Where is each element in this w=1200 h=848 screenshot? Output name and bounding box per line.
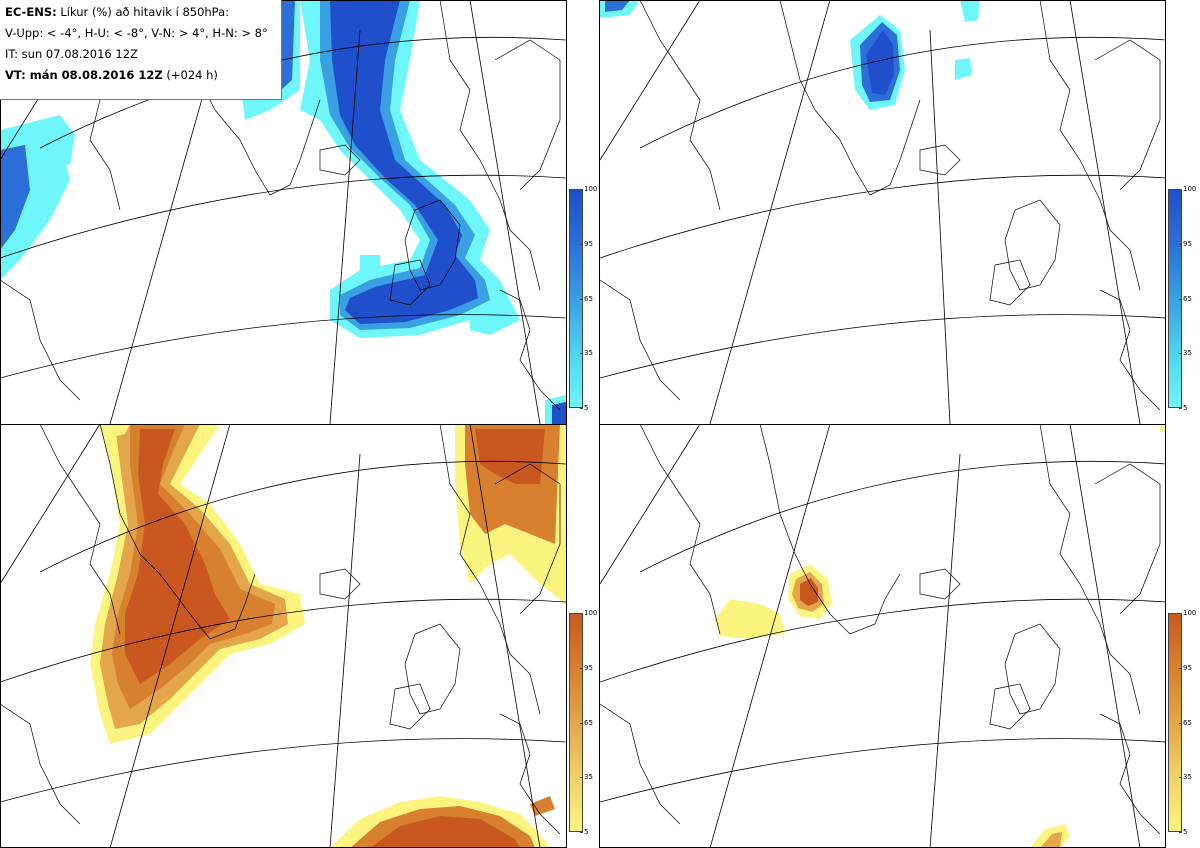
panel-bottom-left: [0, 424, 566, 848]
colorbar-tick-label: 5: [1183, 404, 1188, 412]
colorbar-tick-label: 35: [1183, 349, 1192, 358]
colorbar-tick-label: 5: [1183, 828, 1188, 836]
colorbar-tick-label: 65: [584, 294, 593, 303]
colorbar-orange-bottom-right: 100 95 65 35 5: [1168, 609, 1196, 836]
panel-top-right: [600, 0, 1166, 424]
colorbar-segment: [1168, 777, 1182, 832]
colorbar-tick-label: 100: [584, 609, 598, 617]
colorbar-tick-label: 5: [584, 404, 589, 412]
info-line-2: V-Upp: < -4°, H-U: < -8°, V-N: > 4°, H-N…: [5, 26, 268, 40]
info-valid-time: VT: mán 08.08.2016 12Z: [5, 68, 163, 82]
colorbar-tick-label: 95: [1183, 239, 1192, 248]
colorbar-tick: [580, 832, 583, 833]
colorbar-tick: [1179, 408, 1182, 409]
colorbar-segment: [1168, 189, 1182, 244]
colorbar-tick-label: 65: [1183, 294, 1192, 303]
probability-field-blue: [0, 0, 566, 424]
colorbar-segment: [569, 667, 583, 723]
coastlines: [600, 424, 1161, 835]
colorbar-tick: [580, 353, 583, 355]
colorbar-tick: [1179, 298, 1182, 300]
colorbar-segment: [569, 243, 583, 299]
colorbar-tick-label: 95: [584, 239, 593, 248]
map-top-left: [0, 0, 566, 424]
colorbar-tick-label: 100: [1183, 185, 1197, 193]
colorbar-segment: [569, 722, 583, 778]
colorbar-tick: [580, 613, 583, 614]
colorbar-tick-label: 95: [584, 663, 593, 672]
panel-top-left: EC-ENS: Líkur (%) að hitavik í 850hPa: V…: [0, 0, 566, 424]
grid-lines: [600, 424, 1166, 848]
colorbar-tick: [1179, 722, 1182, 724]
colorbar-tick: [1179, 832, 1182, 833]
colorbar-tick-label: 100: [584, 185, 598, 193]
colorbar-tick: [580, 777, 583, 779]
coastlines: [600, 0, 1161, 411]
panel-bottom-right: [600, 424, 1166, 848]
coastlines: [0, 424, 561, 835]
colorbar-tick-label: 35: [584, 349, 593, 358]
probability-field-orange: [90, 424, 566, 848]
colorbar-segment: [1168, 243, 1182, 299]
info-line-4: VT: mán 08.08.2016 12Z (+024 h): [5, 65, 276, 86]
map-top-right: [600, 0, 1166, 424]
colorbar-segment: [1168, 298, 1182, 354]
colorbar-segment: [569, 777, 583, 832]
colorbar-tick: [580, 722, 583, 724]
colorbar-segment: [1168, 613, 1182, 668]
colorbar-tick: [580, 189, 583, 190]
colorbar-segment: [569, 298, 583, 354]
colorbar-segment: [1168, 667, 1182, 723]
colorbar-segment: [569, 353, 583, 408]
info-line-1: EC-ENS: Líkur (%) að hitavik í 850hPa:: [5, 2, 276, 23]
colorbar-tick: [580, 243, 583, 245]
grid-lines: [0, 424, 566, 848]
probability-field-orange: [715, 424, 1166, 848]
colorbar-tick: [580, 667, 583, 669]
colorbar-tick: [580, 298, 583, 300]
colorbar-segment: [569, 613, 583, 668]
colorbar-blue-top-right: 100 95 65 35 5: [1168, 185, 1196, 412]
map-bottom-right: [600, 424, 1166, 848]
probability-field-blue: [600, 0, 980, 110]
colorbar-tick: [1179, 613, 1182, 614]
colorbar-blue-top-left: 100 95 65 35 5: [569, 185, 597, 412]
colorbar-tick: [1179, 777, 1182, 779]
colorbar-tick: [1179, 353, 1182, 355]
colorbar-tick: [1179, 189, 1182, 190]
colorbar-tick-label: 35: [584, 773, 593, 782]
colorbar-tick: [580, 408, 583, 409]
map-bottom-left: [0, 424, 566, 848]
colorbar-tick-label: 5: [584, 828, 589, 836]
colorbar-tick: [1179, 667, 1182, 669]
colorbar-segment: [569, 189, 583, 244]
colorbar-tick-label: 95: [1183, 663, 1192, 672]
colorbar-orange-bottom-left: 100 95 65 35 5: [569, 609, 597, 836]
info-model: EC-ENS:: [5, 5, 57, 19]
info-description: Líkur (%) að hitavik í 850hPa:: [60, 5, 230, 19]
colorbar-tick-label: 35: [1183, 773, 1192, 782]
colorbar-tick-label: 100: [1183, 609, 1197, 617]
colorbar-tick-label: 65: [1183, 718, 1192, 727]
colorbar-segment: [1168, 722, 1182, 778]
info-lead-time: (+024 h): [166, 68, 218, 82]
colorbar-segment: [1168, 353, 1182, 408]
grid-lines: [600, 0, 1166, 424]
info-line-3: IT: sun 07.08.2016 12Z: [5, 47, 138, 61]
colorbar-tick: [1179, 243, 1182, 245]
info-box: EC-ENS: Líkur (%) að hitavik í 850hPa: V…: [0, 0, 282, 100]
colorbar-tick-label: 65: [584, 718, 593, 727]
